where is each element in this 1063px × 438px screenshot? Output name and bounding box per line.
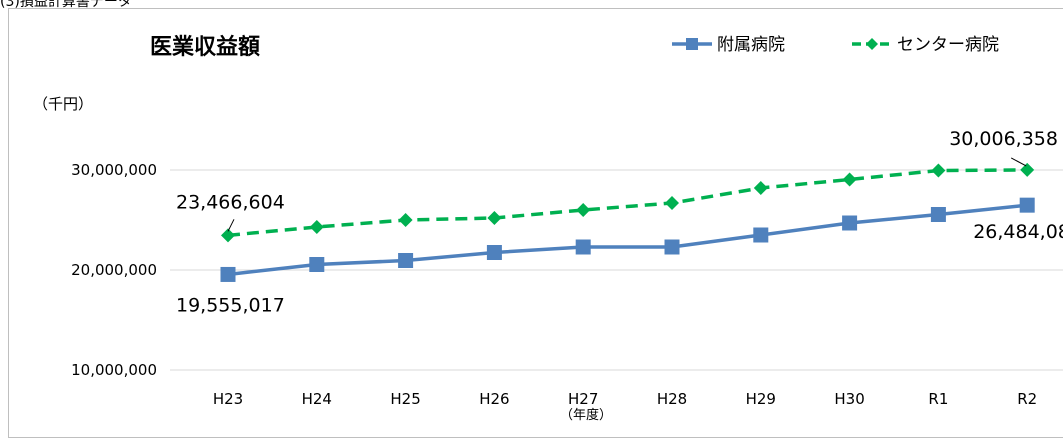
data-label: 30,006,358 [949,128,1058,150]
x-tick-label: H26 [479,390,509,408]
legend: 附属病院 センター病院 [672,35,999,55]
chart-title: 医業収益額 [150,34,260,60]
legend-item: 附属病院 [672,35,785,55]
data-point [576,203,591,217]
legend-label: センター病院 [897,35,999,55]
x-tick-label: H23 [213,390,243,408]
data-point [1020,162,1035,177]
data-point [398,253,414,268]
x-tick-label: H28 [657,390,687,408]
gridlines [170,169,1063,371]
data-labels: 19,555,017 26,484,089 23,466,604 30,006,358 [176,128,1063,317]
data-point [221,228,235,243]
data-point [220,266,236,282]
data-point [753,227,769,243]
x-tick-label: H29 [746,390,776,408]
data-point [309,220,324,234]
legend-item: センター病院 [852,35,999,55]
data-point [664,239,680,255]
y-tick-label: 10,000,000 [71,361,157,379]
legend-label: 附属病院 [717,35,785,55]
data-point [398,213,413,227]
y-unit-label: （千円） [33,95,93,113]
x-axis-label: （年度） [560,407,612,423]
series-line [227,168,1028,238]
data-point [842,215,858,231]
x-tick-label: H30 [834,390,864,408]
data-point [665,196,679,210]
y-axis-ticks: 10,000,000 20,000,000 30,000,000 [71,161,157,379]
data-point [486,245,502,260]
data-label: 19,555,017 [176,294,285,316]
label-leader-line [1010,157,1027,167]
chart-frame [8,8,1063,438]
data-point [931,163,946,178]
series-line [227,203,1028,277]
data-point [575,239,591,255]
page-caption: (3)損益計算書データ [0,0,132,10]
legend-marker [866,38,878,50]
data-point [1019,197,1035,213]
x-axis-ticks: H23 H24 H25 H26 H27 H28 H29 H30 R1 R2 [213,390,1037,408]
x-tick-label: R2 [1017,390,1037,408]
legend-marker [686,38,698,50]
data-point [487,211,502,225]
data-point [842,172,857,187]
data-point [930,207,946,222]
data-label: 26,484,089 [973,221,1063,243]
line-chart: 医業収益額 （千円） 10,000,000 20,000,000 30,000,00… [33,34,1063,423]
x-tick-label: H24 [302,390,332,408]
x-tick-label: H25 [390,390,420,408]
x-tick-label: R1 [928,390,948,408]
y-tick-label: 30,000,000 [71,161,157,179]
label-leader-line [227,219,235,232]
y-tick-label: 20,000,000 [71,261,157,279]
data-point [753,181,768,195]
data-point [309,257,325,272]
series-group [220,162,1035,282]
x-tick-label: H27 [568,390,598,408]
data-label: 23,466,604 [176,191,285,213]
